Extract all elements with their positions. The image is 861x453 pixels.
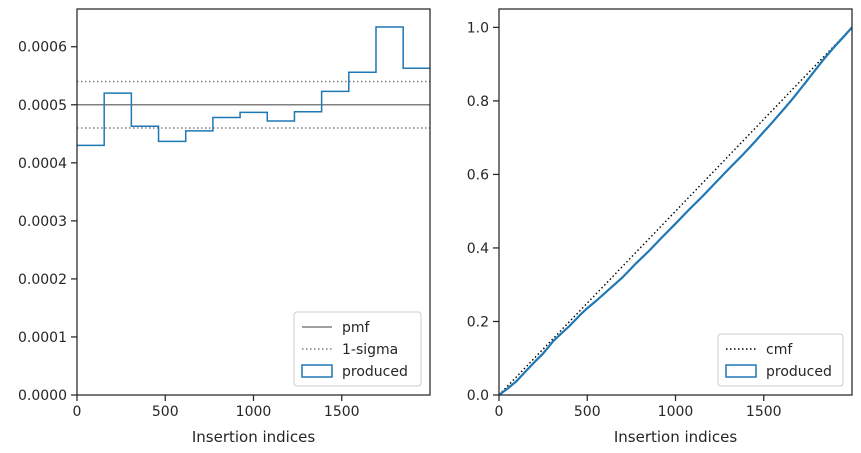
series-line-cmf <box>498 26 853 396</box>
legend-box <box>293 311 422 387</box>
x-tick-label: 1000 <box>236 404 272 420</box>
x-axis-ticks: 0 500 1000 1500 <box>495 395 782 420</box>
y-tick-label: 1.0 <box>467 20 489 36</box>
x-axis-label: Insertion indices <box>192 428 315 446</box>
y-tick-label: 0.0005 <box>18 98 67 114</box>
legend-label-pmf: pmf <box>342 320 371 336</box>
x-tick-label: 500 <box>152 404 179 420</box>
series-line-produced <box>498 26 853 396</box>
legend-label-cmf: cmf <box>766 342 793 358</box>
y-tick-label: 0.8 <box>467 94 489 110</box>
y-axis-ticks: 0.0 0.2 0.4 0.6 0.8 1.0 <box>467 20 499 404</box>
histogram-series <box>77 26 430 147</box>
legend: cmf produced <box>717 333 844 387</box>
y-tick-label: 0.0004 <box>18 156 67 172</box>
legend-label-produced: produced <box>766 364 832 380</box>
legend-swatch-produced <box>725 364 757 378</box>
x-tick-label: 500 <box>574 404 601 420</box>
y-tick-label: 0.0000 <box>18 388 67 404</box>
line-series <box>498 26 853 396</box>
x-tick-label: 1500 <box>324 404 360 420</box>
x-tick-label: 1500 <box>746 404 782 420</box>
legend-swatch-produced <box>301 364 333 378</box>
legend-label-1-sigma: 1-sigma <box>342 342 398 358</box>
plot-area <box>499 9 852 395</box>
y-tick-label: 0.0006 <box>18 40 67 56</box>
y-tick-label: 0.0002 <box>18 272 67 288</box>
y-tick-label: 0.2 <box>467 314 489 330</box>
histogram-step-produced <box>77 26 430 147</box>
cumulative-panel: 0 500 1000 1500 0.0 0.2 0.4 0.6 0.8 1.0 Insertio… <box>467 8 853 446</box>
x-axis-ticks: 0 500 1000 1500 <box>73 395 360 420</box>
legend-box <box>717 333 844 387</box>
x-tick-label: 1000 <box>658 404 694 420</box>
y-tick-label: 0.6 <box>467 167 489 183</box>
y-tick-label: 0.0 <box>467 388 489 404</box>
y-tick-label: 0.0003 <box>18 214 67 230</box>
legend-label-produced: produced <box>342 364 408 380</box>
reference-lines <box>77 80 430 129</box>
y-tick-label: 0.0001 <box>18 330 67 346</box>
histogram-panel: 0 500 1000 1500 0.00000.00010.00020.00030.0… <box>18 8 431 446</box>
x-tick-label: 0 <box>73 404 82 420</box>
legend: pmf 1-sigma produced <box>293 311 422 387</box>
y-axis-ticks: 0.0000 0.0001 0.0002 0.0003 0.0004 0.0005 0.00… <box>18 40 77 404</box>
y-tick-label: 0.4 <box>467 241 489 257</box>
x-tick-label: 0 <box>495 404 504 420</box>
x-axis-label: Insertion indices <box>614 428 737 446</box>
